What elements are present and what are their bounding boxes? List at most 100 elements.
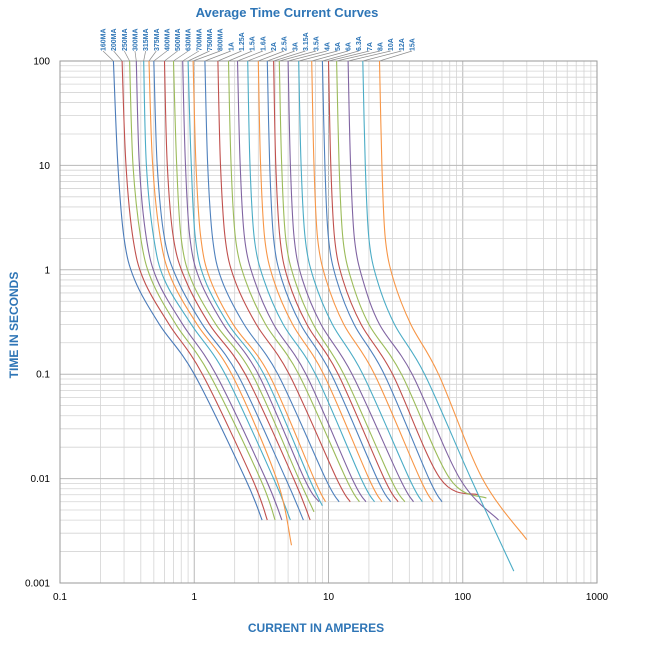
leader-line: [298, 50, 338, 62]
chart-title: Average Time Current Curves: [196, 5, 379, 20]
curve-1-6a: [236, 60, 367, 503]
curve-8a: [336, 60, 487, 499]
rating-label: 700MA: [196, 28, 203, 51]
curve-2-5a: [257, 60, 383, 503]
curve-700ma: [182, 60, 320, 503]
grid-lines: [59, 60, 598, 584]
leader-line: [148, 50, 157, 62]
x-tick-labels: 0.1 1 10 100 1000: [53, 592, 609, 603]
rating-label: 160MA: [101, 28, 108, 51]
leader-line: [204, 50, 231, 62]
leader-line: [153, 50, 168, 62]
curve-15a: [378, 60, 528, 541]
rating-label: 4A: [324, 42, 331, 51]
leader-line: [237, 50, 263, 62]
leader-line: [348, 50, 391, 62]
curve-6a: [311, 60, 434, 503]
rating-label: 1.25A: [239, 32, 246, 51]
leader-line: [187, 50, 210, 62]
x-tick-label: 100: [454, 592, 471, 603]
curve-2a: [247, 60, 375, 503]
x-tick-label: 10: [323, 592, 335, 603]
leader-line: [192, 50, 221, 62]
rating-label: 2.5A: [282, 36, 289, 51]
leader-line: [322, 50, 359, 62]
rating-label: 250MA: [122, 28, 129, 51]
curve-3a: [266, 60, 392, 503]
rating-label: 12A: [399, 38, 406, 51]
rating-label: 300MA: [132, 28, 139, 51]
rating-label: 6A: [346, 42, 353, 51]
curve-630ma: [172, 60, 315, 513]
rating-label: 3.5A: [314, 36, 321, 51]
rating-label: 375MA: [154, 28, 161, 51]
leader-line: [328, 50, 370, 62]
leader-line: [113, 50, 123, 62]
rating-labels: 160MA 200MA 250MA 300MA 315MA 375MA 400MA 500MA…: [101, 28, 417, 51]
curve-300ma: [135, 60, 283, 521]
rating-label: 630MA: [186, 28, 193, 51]
rating-label: 315MA: [143, 28, 150, 51]
rating-label: 7A: [367, 42, 374, 51]
rating-label: 200MA: [111, 28, 118, 51]
leader-line: [173, 50, 189, 62]
leader-line: [362, 50, 402, 62]
x-tick-label: 1: [191, 592, 197, 603]
y-tick-label: 10: [39, 161, 51, 172]
leader-line: [143, 50, 146, 62]
leader-line: [273, 50, 306, 62]
rating-label: 800MA: [218, 28, 225, 51]
leader-line: [124, 50, 130, 62]
y-tick-label: 0.001: [25, 579, 50, 590]
curve-250ma: [129, 60, 276, 521]
curve-5a: [298, 60, 423, 503]
rating-label: 3.15A: [303, 32, 310, 51]
x-tick-label: 1000: [586, 592, 609, 603]
y-tick-label: 0.01: [31, 474, 51, 485]
curve-12a: [362, 60, 515, 572]
leader-line: [247, 50, 274, 62]
curve-1-25a: [217, 60, 351, 503]
leader-line: [267, 50, 295, 62]
curve-500ma: [163, 60, 311, 521]
y-tick-label: 1: [44, 265, 50, 276]
leader-line: [182, 50, 200, 62]
curve-lines: [112, 60, 528, 572]
rating-label: 1A: [228, 42, 235, 51]
y-tick-label: 100: [33, 57, 50, 68]
leader-line: [287, 50, 327, 62]
x-axis-title: CURRENT IN AMPERES: [248, 621, 384, 635]
curve-800ma: [192, 60, 326, 503]
leader-line: [102, 50, 114, 62]
rating-label: 10A: [388, 38, 395, 51]
rating-label: 750MA: [207, 28, 214, 51]
leader-line: [258, 50, 285, 62]
curve-1-5a: [227, 60, 360, 503]
rating-label: 8A: [378, 42, 385, 51]
leader-line: [311, 50, 349, 62]
y-axis-title: TIME IN SECONDS: [7, 272, 21, 379]
rating-label: 15A: [410, 38, 417, 51]
x-tick-label: 0.1: [53, 592, 67, 603]
rating-label: 500MA: [175, 28, 182, 51]
curve-160ma: [112, 60, 263, 521]
rating-label: 400MA: [164, 28, 171, 51]
leader-line: [164, 50, 178, 62]
curve-750ma: [187, 60, 323, 506]
curve-375ma: [148, 60, 293, 546]
leader-line: [336, 50, 381, 62]
curve-4a: [287, 60, 414, 503]
rating-label: 2A: [271, 42, 278, 51]
leader-line: [217, 50, 242, 62]
leader-line: [379, 50, 413, 62]
curve-315ma: [143, 60, 291, 521]
leader-line: [228, 50, 253, 62]
curve-3-15a: [273, 60, 399, 503]
leader-line: [134, 50, 137, 62]
rating-label: 5A: [335, 42, 342, 51]
leader-lines: [102, 50, 413, 62]
curve-400ma: [153, 60, 304, 521]
y-tick-label: 0.1: [36, 370, 50, 381]
rating-label: 6.3A: [356, 36, 363, 51]
